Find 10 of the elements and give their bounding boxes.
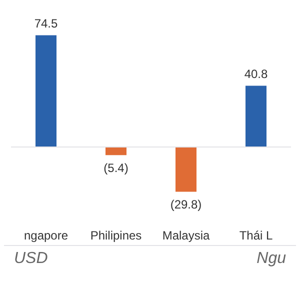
x-tick-label: Philipines	[90, 228, 142, 242]
data-label: 74.5	[34, 16, 58, 30]
x-tick-label: Malaysia	[162, 228, 210, 242]
text: Ngu	[256, 250, 286, 268]
x-tick-label: Thái L	[239, 228, 273, 242]
data-label: 40.8	[244, 66, 268, 81]
x-tick-label: ngapore	[24, 228, 68, 242]
data-label: (5.4)	[104, 161, 128, 176]
data-label: (29.8)	[170, 198, 202, 212]
text: USD	[14, 250, 48, 268]
